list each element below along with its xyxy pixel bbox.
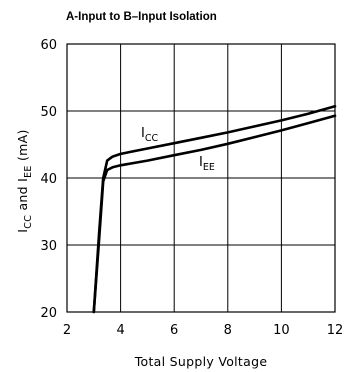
tick-labels: 2 4 6 8 10 12 20 30 40 50 60 (40, 38, 343, 338)
y-label-prefix: I (15, 229, 30, 233)
x-tick-label-8: 8 (224, 323, 232, 338)
iee-label-sub: EE (203, 162, 215, 173)
y-label-sub1: CC (23, 215, 34, 229)
plot-frame (66, 43, 336, 313)
y-label-mid: and I (15, 178, 30, 215)
series-label-icc: ICC (141, 126, 158, 144)
y-label-suffix: (mA) (15, 129, 30, 165)
x-axis-label: Total Supply Voltage (134, 354, 268, 369)
x-tick-label-2: 2 (63, 323, 71, 338)
y-tick-label-60: 60 (40, 38, 57, 53)
series-layer (92, 105, 337, 314)
y-tick-label-40: 40 (40, 172, 57, 187)
chart-title: A-Input to B–Input Isolation (66, 11, 217, 23)
y-axis-label: ICC and IEE (mA) (15, 129, 34, 232)
y-tick-label-30: 30 (40, 239, 57, 254)
y-tick-label-50: 50 (40, 105, 57, 120)
grid (67, 44, 335, 312)
x-tick-label-4: 4 (116, 323, 124, 338)
y-label-sub2: EE (23, 165, 34, 178)
x-tick-label-6: 6 (170, 323, 178, 338)
series-line-icc (92, 105, 337, 314)
series-line-iee (92, 114, 337, 314)
icc-label-main: I (141, 126, 145, 141)
icc-label-sub: CC (145, 133, 159, 144)
y-tick-label-20: 20 (40, 306, 57, 321)
x-tick-label-12: 12 (327, 323, 344, 338)
x-tick-label-10: 10 (273, 323, 290, 338)
series-label-iee: IEE (199, 155, 215, 173)
iee-label-main: I (199, 155, 203, 170)
